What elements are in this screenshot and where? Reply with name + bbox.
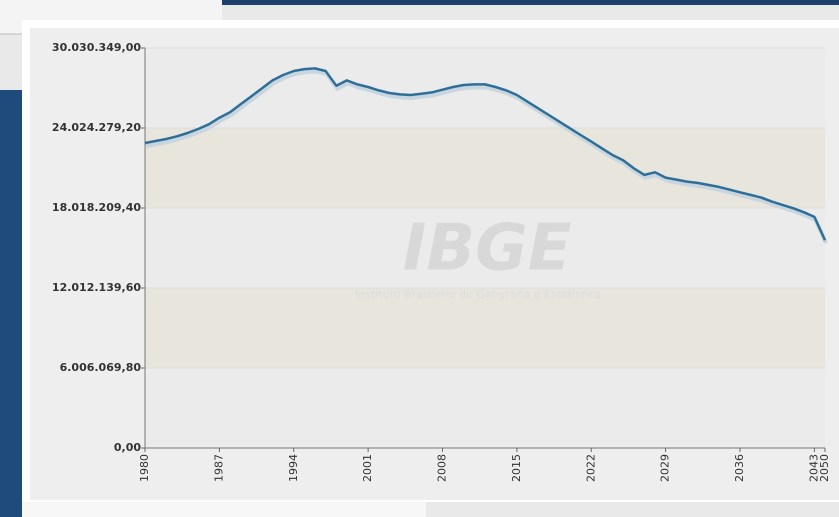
- plot-background: [145, 48, 825, 448]
- side-bar: [0, 90, 22, 517]
- x-tick-label: 2043: [807, 454, 820, 482]
- grid-band: [145, 128, 825, 208]
- y-tick-label: 12.012.139,60: [52, 281, 141, 294]
- x-tick-label: 1987: [212, 454, 225, 482]
- x-tick-label: 1980: [138, 454, 151, 482]
- x-tick-label: 2022: [584, 454, 597, 482]
- y-tick-label: 18.018.209,40: [52, 201, 141, 214]
- x-tick-label: 1994: [287, 454, 300, 482]
- grid-band: [145, 288, 825, 368]
- marks: 0,00 6.006.069,80 12.012.139,60 18.018.209,…: [52, 41, 831, 482]
- bottom-panel: [22, 502, 426, 517]
- y-tick-label: 24.024.279,20: [52, 121, 141, 134]
- x-tick-label: 2029: [659, 454, 672, 482]
- x-tick-label: 2036: [733, 454, 746, 482]
- watermark: IBGE: [403, 212, 572, 286]
- plot: [141, 47, 826, 452]
- top-bar: [222, 0, 839, 5]
- line: [144, 67, 827, 241]
- x-tick-label: 2008: [436, 454, 449, 482]
- x-tick-label: 2001: [361, 454, 374, 482]
- x-tick-label: 2050: [818, 454, 831, 482]
- x-tick-label: 2015: [510, 454, 523, 482]
- y-tick-label: 30.030.349,00: [52, 41, 141, 54]
- watermark-subtitle: Instituto Brasileiro de Geografia e Esta…: [355, 288, 601, 301]
- y-tick-label: 0,00: [114, 441, 141, 454]
- y-tick-label: 6.006.069,80: [60, 361, 142, 374]
- line-shadow: [145, 69, 828, 245]
